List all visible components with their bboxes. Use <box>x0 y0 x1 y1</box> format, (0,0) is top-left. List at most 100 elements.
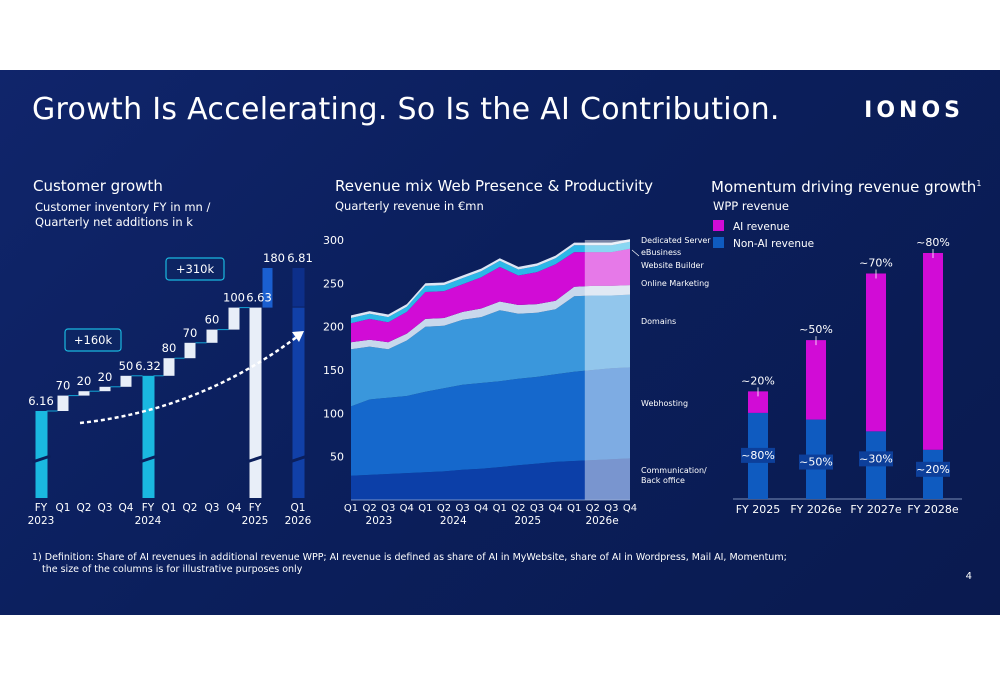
revenue-mix-quarter-label: Q3 <box>604 503 618 514</box>
trend-arrow <box>79 335 299 425</box>
momentum-heading: Momentum driving revenue growth1 <box>711 178 982 196</box>
waterfall-bar-delta <box>57 395 69 411</box>
momentum-category-label: FY 2027e <box>850 503 902 516</box>
waterfall-year-label: 2023 <box>28 515 55 527</box>
momentum-bar-ai <box>748 391 768 413</box>
footnote-line-1: 1) Definition: Share of AI revenues in a… <box>32 552 787 563</box>
waterfall-bar-delta <box>262 268 273 308</box>
ebusiness-leader-line <box>631 249 640 257</box>
waterfall-bar-delta <box>184 342 196 359</box>
waterfall-value-label: 60 <box>205 313 220 327</box>
momentum-non-ai-label-box <box>741 447 775 463</box>
waterfall-bar-delta <box>228 307 240 330</box>
revenue-mix-ytick: 100 <box>323 407 344 420</box>
revenue-mix-series-label: Website Builder <box>641 261 704 270</box>
momentum-ai-share-label: ~50% <box>799 323 833 336</box>
revenue-mix-area <box>351 367 630 476</box>
revenue-mix-heading: Revenue mix Web Presence & Productivity <box>335 177 654 195</box>
revenue-mix-quarter-label: Q4 <box>548 503 562 514</box>
revenue-mix-chart: 50 100 150 200 250 300 Q1 Q2 Q3 Q4 Q1 Q2 Q3 Q4 Q1 Q2 Q3 Q… <box>323 234 711 527</box>
trend-arrowhead <box>292 331 304 342</box>
waterfall-category-label: Q4 <box>119 502 134 514</box>
waterfall-category-label: Q1 <box>56 502 71 514</box>
waterfall-value-label: 20 <box>98 370 113 384</box>
waterfall-value-label: 70 <box>183 326 198 340</box>
waterfall-category-label: Q3 <box>205 502 220 514</box>
revenue-mix-ytick: 200 <box>323 321 344 334</box>
axis-break-mark <box>139 454 158 464</box>
momentum-ai-share-label: ~20% <box>741 374 775 387</box>
waterfall-bar-delta <box>78 391 90 396</box>
axis-break-mark <box>32 454 51 464</box>
revenue-mix-quarter-label: Q2 <box>437 503 451 514</box>
footnote: 1) Definition: Share of AI revenues in a… <box>32 552 787 576</box>
footnote-line-2: the size of the columns is for illustrat… <box>42 564 303 575</box>
axis-break-mark <box>246 454 265 464</box>
momentum-non-ai-label-box <box>799 454 833 470</box>
waterfall-bar-total <box>142 375 155 498</box>
revenue-mix-series-label: Back office <box>641 476 685 485</box>
revenue-mix-area <box>351 458 630 500</box>
revenue-mix-ytick: 150 <box>323 364 344 377</box>
revenue-mix-quarter-label: Q1 <box>493 503 507 514</box>
waterfall-bar-total <box>35 411 48 498</box>
waterfall-category-label: Q2 <box>183 502 198 514</box>
waterfall-category-label: Q3 <box>98 502 113 514</box>
waterfall-category-label: FY <box>35 502 48 514</box>
waterfall-category-label: Q2 <box>77 502 92 514</box>
momentum-category-label: FY 2026e <box>790 503 842 516</box>
growth-callout-box <box>64 328 122 352</box>
waterfall-bar-delta <box>120 375 132 387</box>
waterfall-value-label: 70 <box>56 379 71 393</box>
momentum-category-label: FY 2025 <box>736 503 781 516</box>
momentum-chart: ~20% ~80% FY 2025 ~50% ~50% FY 2026e ~70% ~30% F… <box>713 220 962 516</box>
revenue-mix-quarter-label: Q1 <box>418 503 432 514</box>
waterfall-value-label: 180 <box>263 251 285 265</box>
waterfall-category-label: FY <box>249 502 262 514</box>
momentum-sub: WPP revenue <box>713 199 789 213</box>
revenue-mix-series-label: Dedicated Server <box>641 236 711 245</box>
slide-title: Growth Is Accelerating. So Is the AI Con… <box>32 92 780 127</box>
customer-growth-sub1: Customer inventory FY in mn / <box>35 200 211 214</box>
momentum-category-label: FY 2028e <box>907 503 959 516</box>
customer-growth-heading: Customer growth <box>33 177 163 195</box>
momentum-ai-share-label: ~70% <box>859 257 893 270</box>
ionos-logo: IONOS <box>864 98 964 123</box>
waterfall-category-label: Q4 <box>227 502 242 514</box>
revenue-mix-area <box>351 248 630 343</box>
waterfall-category-label: FY <box>142 502 155 514</box>
momentum-bar-ai <box>806 340 826 420</box>
momentum-non-ai-share-label: ~50% <box>799 456 833 469</box>
waterfall-bar-delta-top <box>292 268 305 307</box>
revenue-mix-series-label: Communication/ <box>641 466 707 475</box>
revenue-mix-ytick: 50 <box>330 451 344 464</box>
momentum-non-ai-label-box <box>859 451 893 467</box>
revenue-mix-series-label: eBusiness <box>641 248 681 257</box>
revenue-mix-year-label: 2025 <box>514 515 541 527</box>
forecast-overlay <box>584 240 630 500</box>
momentum-ai-share-label: ~80% <box>916 236 950 249</box>
page-number: 4 <box>965 571 972 582</box>
revenue-mix-year-label: 2023 <box>366 515 393 527</box>
revenue-mix-quarter-label: Q1 <box>567 503 581 514</box>
slide: Growth Is Accelerating. So Is the AI Con… <box>0 70 1000 615</box>
momentum-bar-ai <box>923 253 943 450</box>
revenue-mix-series-label: Webhosting <box>641 399 688 408</box>
momentum-non-ai-share-label: ~80% <box>741 449 775 462</box>
revenue-mix-quarter-label: Q4 <box>474 503 488 514</box>
waterfall-year-label: 2026 <box>285 515 312 527</box>
waterfall-value-label: 100 <box>223 291 245 305</box>
waterfall-value-label: 6.63 <box>246 291 272 305</box>
revenue-mix-ytick: 300 <box>323 234 344 247</box>
waterfall-bar-delta <box>163 358 175 376</box>
waterfall-category-label: Q1 <box>162 502 177 514</box>
revenue-mix-area <box>351 241 630 324</box>
footnote-marker: 1 <box>976 179 982 188</box>
momentum-legend-label: Non-AI revenue <box>733 238 814 250</box>
growth-callout-label: +160k <box>74 333 113 347</box>
revenue-mix-quarter-label: Q4 <box>623 503 637 514</box>
waterfall-bar-total <box>292 307 305 498</box>
waterfall-bar-delta <box>99 386 111 392</box>
